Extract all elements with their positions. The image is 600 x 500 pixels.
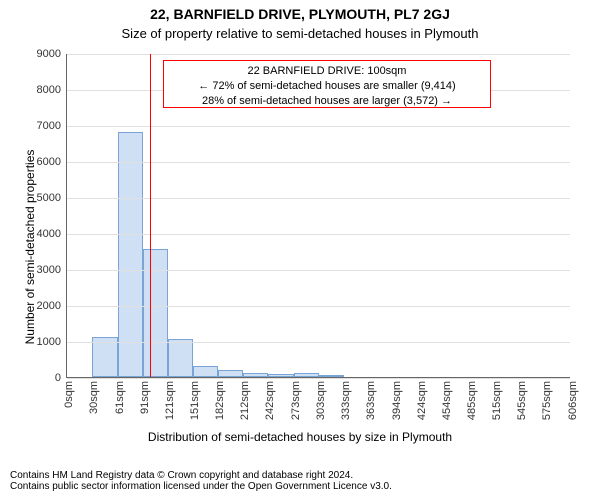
y-tick-label: 9000	[37, 48, 67, 60]
plot-area: 22 BARNFIELD DRIVE: 100sqm ← 72% of semi…	[66, 54, 570, 378]
annotation-line: 22 BARNFIELD DRIVE: 100sqm	[168, 64, 486, 79]
x-tick-label: 515sqm	[491, 381, 503, 420]
histogram-bar	[268, 374, 294, 377]
annotation-box: 22 BARNFIELD DRIVE: 100sqm ← 72% of semi…	[163, 60, 491, 108]
page-subtitle: Size of property relative to semi-detach…	[0, 26, 600, 41]
y-tick-label: 6000	[37, 156, 67, 168]
gridline-h	[67, 198, 570, 199]
x-tick-label: 182sqm	[214, 381, 226, 420]
gridline-h	[67, 126, 570, 127]
x-tick-label: 424sqm	[416, 381, 428, 420]
page-title: 22, BARNFIELD DRIVE, PLYMOUTH, PL7 2GJ	[0, 6, 600, 22]
y-tick-label: 2000	[37, 300, 67, 312]
x-tick-label: 575sqm	[541, 381, 553, 420]
histogram-bar	[218, 370, 243, 377]
histogram-bar	[118, 132, 143, 377]
footer-line: Contains public sector information licen…	[10, 481, 590, 492]
y-tick-label: 1000	[37, 336, 67, 348]
y-axis-label: Number of semi-detached properties	[23, 87, 37, 407]
y-tick-label: 7000	[37, 120, 67, 132]
x-tick-label: 273sqm	[290, 381, 302, 420]
x-tick-label: 242sqm	[264, 381, 276, 420]
y-tick-label: 3000	[37, 264, 67, 276]
x-tick-label: 303sqm	[315, 381, 327, 420]
chart-container: 22, BARNFIELD DRIVE, PLYMOUTH, PL7 2GJ S…	[0, 0, 600, 500]
gridline-h	[67, 54, 570, 55]
histogram-bar	[243, 373, 268, 377]
footer-line: Contains HM Land Registry data © Crown c…	[10, 470, 590, 481]
x-tick-label: 121sqm	[164, 381, 176, 420]
y-tick-label: 4000	[37, 228, 67, 240]
reference-line	[150, 54, 151, 377]
gridline-h	[67, 234, 570, 235]
y-tick-label: 8000	[37, 84, 67, 96]
x-tick-label: 394sqm	[391, 381, 403, 420]
x-axis-label: Distribution of semi-detached houses by …	[0, 430, 600, 444]
x-tick-label: 545sqm	[516, 381, 528, 420]
x-tick-label: 363sqm	[365, 381, 377, 420]
x-tick-label: 212sqm	[239, 381, 251, 420]
annotation-line: 28% of semi-detached houses are larger (…	[168, 94, 486, 109]
gridline-h	[67, 342, 570, 343]
histogram-bar	[168, 339, 193, 377]
y-tick-label: 5000	[37, 192, 67, 204]
footer-text: Contains HM Land Registry data © Crown c…	[10, 470, 590, 492]
gridline-h	[67, 162, 570, 163]
histogram-bar	[193, 366, 219, 377]
histogram-bar	[319, 375, 344, 377]
gridline-h	[67, 306, 570, 307]
annotation-line: ← 72% of semi-detached houses are smalle…	[168, 79, 486, 94]
x-tick-label: 606sqm	[567, 381, 579, 420]
histogram-bar	[92, 337, 118, 377]
x-tick-label: 30sqm	[88, 381, 100, 414]
x-tick-label: 61sqm	[114, 381, 126, 414]
gridline-h	[67, 270, 570, 271]
x-tick-label: 91sqm	[139, 381, 151, 414]
x-tick-label: 333sqm	[340, 381, 352, 420]
histogram-bar	[143, 249, 168, 377]
gridline-h	[67, 378, 570, 379]
x-tick-label: 151sqm	[189, 381, 201, 420]
x-tick-label: 0sqm	[63, 381, 75, 408]
x-tick-label: 454sqm	[441, 381, 453, 420]
histogram-bar	[294, 373, 319, 377]
x-tick-label: 485sqm	[466, 381, 478, 420]
